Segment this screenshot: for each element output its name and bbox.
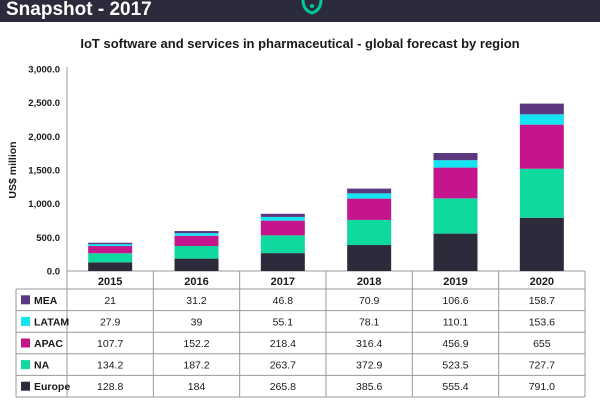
data-label-mea-2015: 21: [104, 295, 116, 307]
data-label-apac-2017: 218.4: [270, 338, 296, 350]
bar-mea-2015: [88, 242, 133, 245]
data-label-mea-2017: 46.8: [273, 295, 294, 307]
legend-swatch-mea: [21, 295, 30, 305]
chart-title: IoT software and services in pharmaceuti…: [80, 36, 520, 51]
bar-mea-2019: [433, 152, 478, 161]
legend-swatch-europe: [21, 381, 30, 391]
data-label-latam-2018: 78.1: [359, 316, 380, 328]
data-label-apac-2015: 107.7: [97, 338, 123, 350]
bar-latam-2019: [433, 160, 478, 168]
bar-mea-2017: [260, 213, 305, 217]
bar-europe-2018: [347, 245, 392, 271]
data-label-europe-2020: 791.0: [529, 381, 555, 393]
data-label-na-2016: 187.2: [183, 360, 209, 372]
legend-swatch-apac: [21, 338, 30, 348]
bar-apac-2017: [260, 220, 305, 236]
data-label-na-2018: 372.9: [356, 360, 382, 372]
x-tick-label: 2019: [443, 276, 467, 288]
data-label-apac-2019: 456.9: [442, 338, 468, 350]
data-label-latam-2019: 110.1: [443, 316, 469, 328]
x-tick-label: 2020: [530, 276, 554, 288]
data-label-latam-2017: 55.1: [273, 316, 294, 328]
bar-latam-2020: [519, 114, 564, 125]
bar-mea-2020: [519, 103, 564, 115]
x-tick-label: 2016: [184, 276, 208, 288]
data-label-europe-2015: 128.8: [97, 381, 123, 393]
y-tick-label: 0.0: [47, 267, 60, 278]
data-label-europe-2016: 184: [188, 381, 206, 393]
y-tick-label: 2,500.0: [28, 98, 60, 109]
bar-europe-2020: [519, 217, 564, 271]
legend-label-mea: MEA: [34, 295, 58, 307]
data-label-apac-2018: 316.4: [356, 338, 382, 350]
bar-na-2020: [519, 168, 564, 218]
y-tick-label: 1,500.0: [28, 166, 60, 177]
data-label-mea-2019: 106.6: [442, 295, 468, 307]
data-label-na-2019: 523.5: [442, 360, 468, 372]
bar-apac-2016: [174, 235, 219, 247]
header-bar: Snapshot - 2017: [0, 0, 600, 22]
bar-na-2019: [433, 198, 478, 234]
data-label-na-2015: 134.2: [97, 360, 123, 372]
legend-swatch-latam: [21, 316, 30, 326]
data-label-mea-2020: 158.7: [529, 295, 555, 307]
y-tick-label: 1,000.0: [28, 199, 60, 210]
y-tick-label: 3,000.0: [28, 65, 60, 76]
data-label-na-2020: 727.7: [529, 360, 555, 372]
bar-latam-2018: [347, 193, 392, 199]
data-label-mea-2018: 70.9: [359, 295, 380, 307]
data-label-latam-2016: 39: [191, 316, 203, 328]
bar-europe-2016: [174, 258, 219, 271]
bar-mea-2018: [347, 188, 392, 194]
data-label-latam-2020: 153.6: [529, 316, 555, 328]
data-label-apac-2020: 655: [533, 338, 551, 350]
bar-europe-2019: [433, 233, 478, 271]
bar-europe-2015: [88, 262, 133, 271]
legend-label-na: NA: [34, 360, 50, 372]
y-tick-label: 2,000.0: [28, 132, 60, 143]
data-label-latam-2015: 27.9: [100, 316, 121, 328]
data-label-apac-2016: 152.2: [183, 338, 209, 350]
data-label-na-2017: 263.7: [270, 360, 296, 372]
legend-label-apac: APAC: [34, 338, 63, 350]
bar-europe-2017: [260, 253, 305, 271]
bar-latam-2017: [260, 216, 305, 221]
y-axis-label: US$ million: [7, 141, 19, 198]
x-tick-label: 2015: [98, 276, 122, 288]
legend-swatch-na: [21, 360, 30, 370]
brand-logo-icon: [301, 0, 323, 15]
bar-latam-2015: [88, 244, 133, 247]
bar-apac-2020: [519, 124, 564, 169]
data-label-europe-2018: 385.6: [356, 381, 382, 393]
bar-na-2016: [174, 246, 219, 259]
legend-label-europe: Europe: [34, 381, 70, 393]
x-tick-label: 2018: [357, 276, 381, 288]
data-label-mea-2016: 31.2: [186, 295, 207, 307]
page-title: Snapshot - 2017: [6, 0, 152, 20]
data-label-europe-2017: 265.8: [270, 381, 296, 393]
bar-na-2015: [88, 253, 133, 263]
y-tick-label: 500.0: [36, 233, 60, 244]
bar-latam-2016: [174, 233, 219, 236]
bar-na-2018: [347, 219, 392, 246]
legend-label-latam: LATAM: [34, 316, 69, 328]
data-label-europe-2019: 555.4: [442, 381, 468, 393]
bar-apac-2018: [347, 198, 392, 220]
x-tick-label: 2017: [271, 276, 295, 288]
bar-apac-2019: [433, 167, 478, 199]
bar-apac-2015: [88, 246, 133, 254]
bar-na-2017: [260, 235, 305, 254]
bar-mea-2016: [174, 231, 219, 234]
